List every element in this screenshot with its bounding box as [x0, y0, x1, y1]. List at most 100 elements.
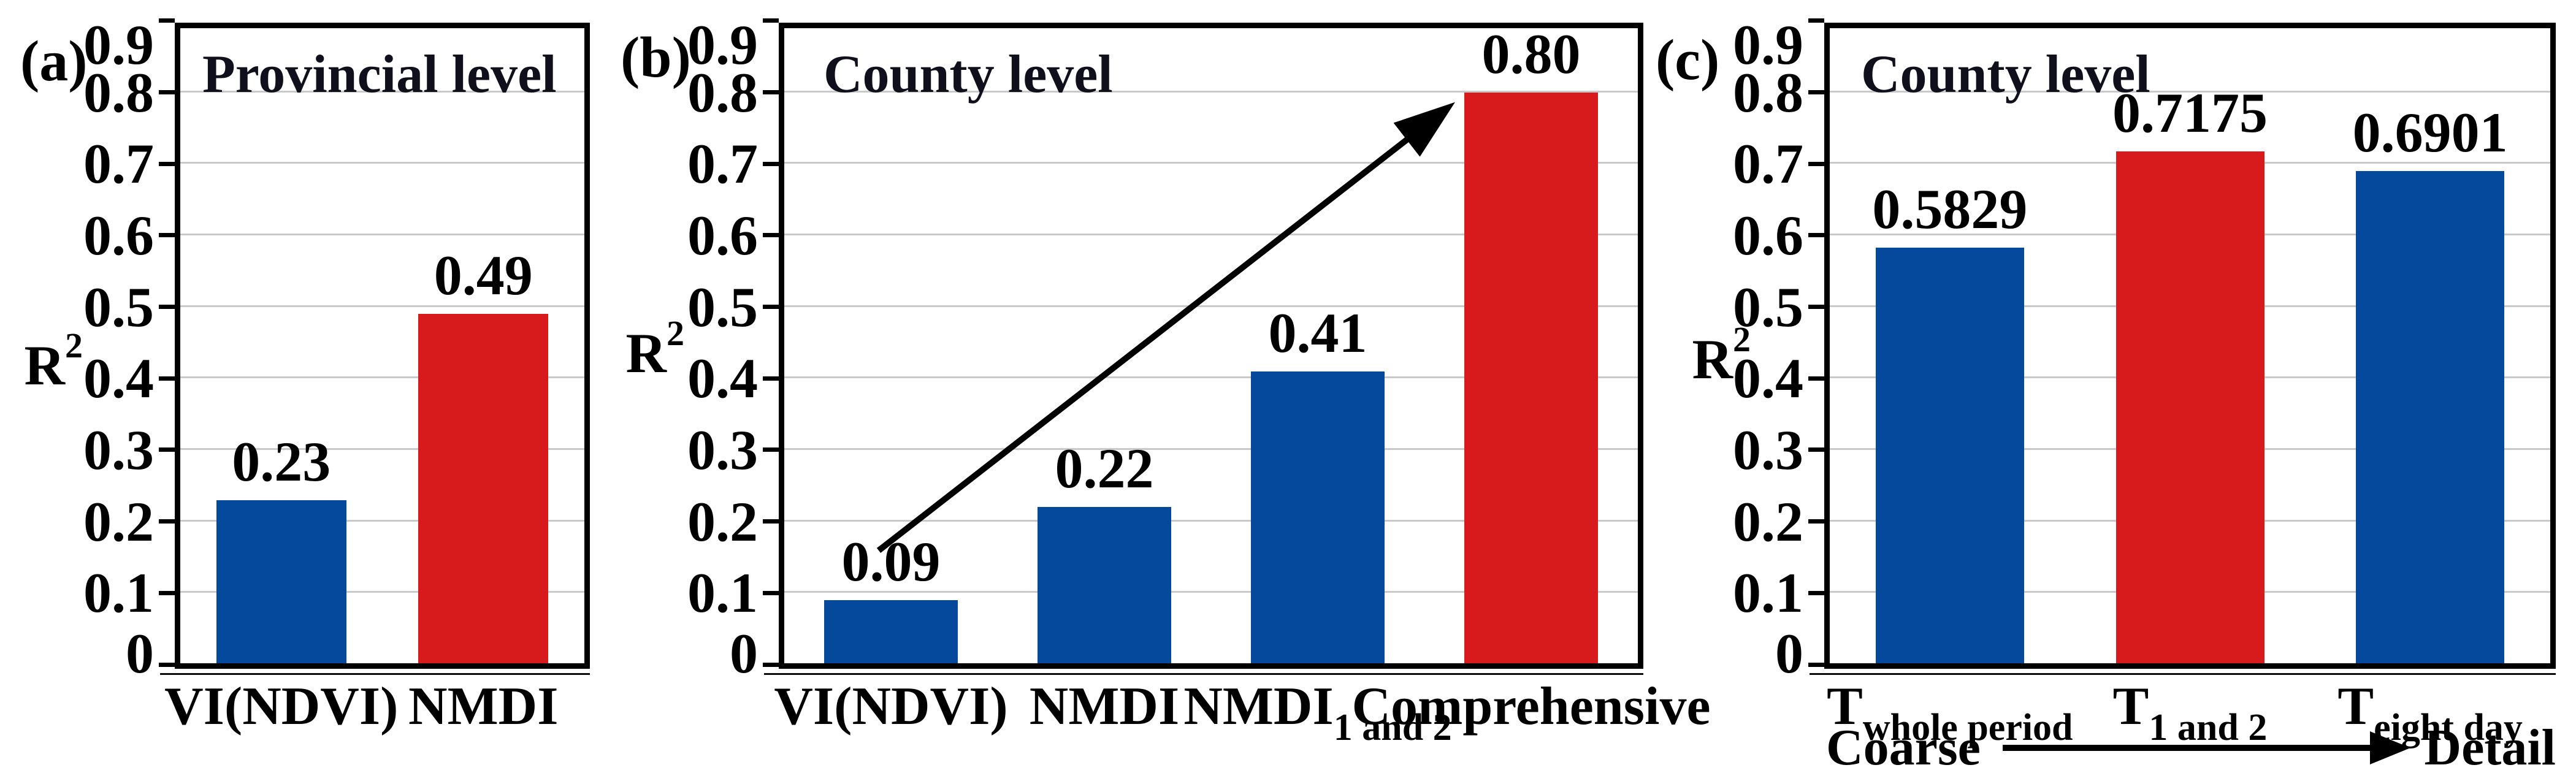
category-label-text: T — [2337, 677, 2374, 736]
category-label: NMDI — [408, 677, 558, 737]
grid-line — [180, 90, 584, 93]
y-axis-label-base: R — [1692, 328, 1733, 390]
y-axis-tick — [159, 590, 175, 595]
y-tick-label: 0.6 — [687, 204, 758, 267]
y-tick-label: 0.6 — [1733, 204, 1803, 267]
x-axis-baseline — [160, 673, 590, 675]
y-axis-tick — [763, 662, 779, 667]
category-label: VI(NDVI) — [164, 677, 398, 737]
category-label-subscript: eight day — [2374, 707, 2523, 748]
bar-value-label: 0.5829 — [1872, 177, 2028, 240]
bar-t-eight-day — [2356, 170, 2505, 663]
y-tick-label: 0.7 — [687, 132, 758, 196]
y-tick-label: 0.5 — [83, 275, 154, 338]
detail-label: Detail — [2424, 719, 2556, 773]
y-axis-tick — [159, 305, 175, 310]
chart-title: County level — [1861, 45, 2150, 104]
category-label-text: VI(NDVI) — [774, 677, 1008, 736]
y-axis-tick — [1808, 18, 1824, 23]
y-axis-label-exponent: 2 — [667, 313, 684, 353]
bar-comprehensive — [1464, 92, 1598, 663]
y-tick-label: 0.1 — [687, 562, 758, 625]
grid-line — [180, 233, 584, 235]
y-axis-label: R2 — [537, 316, 684, 387]
bar-value-label: 0.22 — [1055, 437, 1154, 500]
bar-nmdi — [418, 314, 549, 663]
y-axis-tick — [763, 590, 779, 595]
y-tick-label: 0 — [126, 622, 154, 685]
category-label: VI(NDVI) — [774, 677, 1007, 737]
y-tick-label: 0.3 — [687, 418, 758, 481]
coarse-label: Coarse — [1826, 719, 1981, 773]
y-tick-label: 0.1 — [83, 562, 154, 625]
category-label-text: NMDI — [408, 677, 559, 736]
y-axis-tick — [159, 519, 175, 524]
y-tick-label: 0.3 — [83, 418, 154, 481]
category-label: NMDI1 and 2 — [1183, 677, 1451, 758]
y-axis-tick — [1808, 447, 1824, 452]
y-axis-label-base: R — [625, 322, 667, 384]
y-tick-label: 0.9 — [687, 13, 758, 76]
y-tick-label: 0.8 — [83, 61, 154, 124]
grid-line — [1830, 90, 2550, 93]
y-tick-label: 0.8 — [1733, 61, 1803, 124]
y-axis-tick — [763, 519, 779, 524]
panel-letter-c: (c) — [1656, 28, 1720, 92]
grid-line — [180, 376, 584, 379]
y-tick-label: 0.5 — [687, 275, 758, 338]
category-label-text: NMDI — [1183, 677, 1334, 736]
bar-value-label: 0.80 — [1481, 22, 1581, 85]
y-axis-tick — [763, 305, 779, 310]
bar-value-label: 0.6901 — [2352, 101, 2508, 164]
y-axis-tick — [1808, 519, 1824, 524]
bar-t-whole-period — [1875, 247, 2024, 663]
bar-nmdi-1-and-2 — [1251, 371, 1385, 663]
grid-line — [180, 305, 584, 307]
grid-line — [784, 233, 1638, 235]
y-axis-label: R2 — [0, 328, 83, 400]
bar-vi-ndvi- — [216, 500, 346, 663]
y-tick-label: 0 — [730, 622, 758, 685]
y-tick-label: 0.5 — [1733, 275, 1803, 338]
grid-line — [180, 591, 584, 593]
y-axis-tick — [763, 90, 779, 95]
grid-line — [784, 376, 1638, 379]
category-label-text: T — [2112, 677, 2149, 736]
y-axis-tick — [763, 18, 779, 23]
bar-value-label: 0.7175 — [2112, 81, 2268, 144]
y-tick-label: 0.4 — [687, 347, 758, 410]
y-axis-label-exponent: 2 — [1733, 319, 1751, 359]
y-axis-tick — [159, 161, 175, 166]
grid-line — [180, 519, 584, 522]
grid-line — [180, 447, 584, 450]
bar-value-label: 0.23 — [232, 430, 331, 493]
category-label-subscript: 1 and 2 — [1333, 707, 1452, 748]
y-tick-label: 0.8 — [687, 61, 758, 124]
y-axis-tick — [159, 447, 175, 452]
panel-letter-b: (b) — [621, 26, 691, 89]
plot-area: 0.09 0.22 0.41 0.80 — [779, 23, 1643, 669]
y-axis-tick — [159, 376, 175, 381]
category-label: Teight day — [2337, 677, 2523, 758]
plot-area: 0.5829 0.7175 0.6901 — [1824, 23, 2556, 669]
chart-title: County level — [824, 45, 1113, 104]
category-label: Twhole period — [1827, 677, 2073, 758]
grid-line — [784, 90, 1638, 93]
y-axis-tick — [159, 18, 175, 23]
y-axis-tick — [1808, 305, 1824, 310]
category-label-subscript: whole period — [1862, 707, 2073, 748]
y-tick-label: 0.2 — [687, 490, 758, 553]
y-tick-label: 0.6 — [83, 204, 154, 267]
x-axis-baseline — [764, 673, 1643, 675]
bar-value-label: 0.49 — [434, 244, 533, 307]
coarse-to-detail-arrow — [2002, 745, 2372, 751]
grid-line — [784, 447, 1638, 450]
y-axis-tick — [763, 233, 779, 238]
y-axis-tick — [1808, 376, 1824, 381]
plot-area: 0.23 0.49 — [175, 23, 590, 669]
y-axis-tick — [1808, 161, 1824, 166]
y-tick-label: 0.7 — [83, 132, 154, 196]
